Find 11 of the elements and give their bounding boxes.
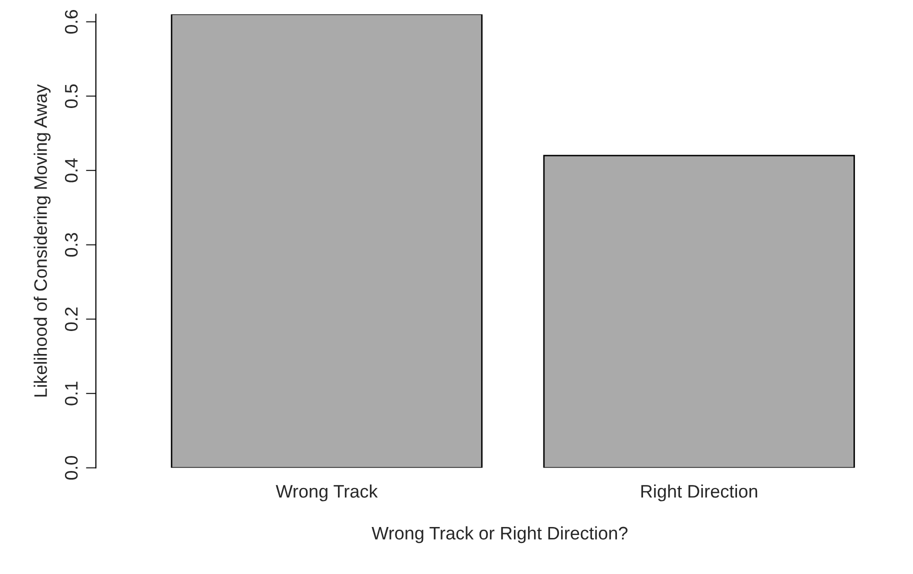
x-axis-title: Wrong Track or Right Direction? bbox=[372, 526, 628, 544]
y-tick-label: 0.5 bbox=[64, 84, 78, 108]
y-tick-label: 0.3 bbox=[64, 233, 78, 257]
y-tick-label: 0.0 bbox=[64, 456, 78, 480]
y-axis-title: Likelihood of Considering Moving Away bbox=[34, 84, 51, 397]
y-tick-label: 0.1 bbox=[64, 382, 78, 406]
x-tick-label: Right Direction bbox=[641, 484, 758, 502]
x-tick-label: Wrong Track bbox=[276, 484, 378, 502]
y-tick-label: 0.6 bbox=[64, 10, 78, 34]
y-tick-label: 0.4 bbox=[64, 158, 78, 182]
y-tick-label: 0.2 bbox=[64, 307, 78, 331]
